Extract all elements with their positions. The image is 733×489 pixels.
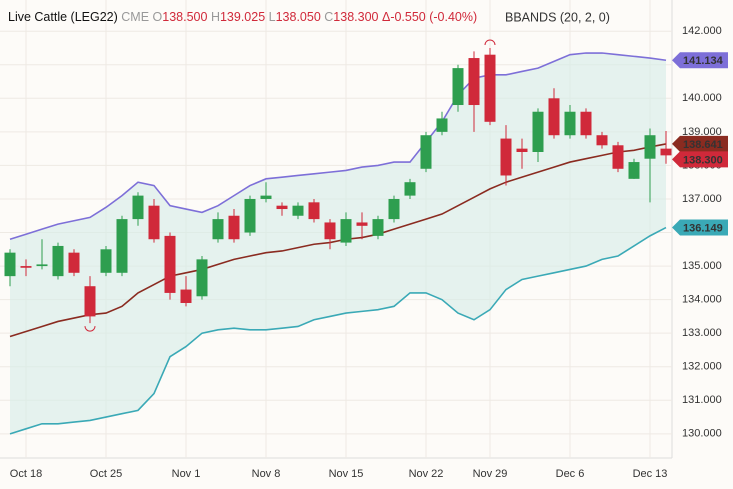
candle-body xyxy=(324,222,336,240)
y-tick-label: 134.000 xyxy=(682,294,722,306)
y-tick-label: 142.000 xyxy=(682,25,722,37)
candle-body xyxy=(436,118,448,132)
close-label: C xyxy=(324,10,333,24)
high-marker xyxy=(484,39,496,46)
candle-body xyxy=(196,259,208,297)
symbol: Live Cattle (LEG22) xyxy=(8,10,118,24)
low-marker xyxy=(84,326,96,332)
candle-body xyxy=(164,235,176,293)
y-tick-label: 135.000 xyxy=(682,260,722,272)
candle-body xyxy=(404,182,416,196)
candle-body xyxy=(68,252,80,273)
price-tag-label: 138.300 xyxy=(683,154,723,166)
candle-body xyxy=(612,145,624,169)
candle-body xyxy=(148,205,160,240)
plot xyxy=(4,39,672,435)
price-tag xyxy=(672,135,728,152)
candle-body xyxy=(372,219,384,236)
exchange: CME xyxy=(121,10,149,24)
candle-body xyxy=(100,249,112,273)
price-tag-label: 138.641 xyxy=(683,139,723,151)
change: Δ-0.550 (-0.40%) xyxy=(382,10,477,24)
candle-body xyxy=(4,252,16,277)
candle-body xyxy=(340,219,352,243)
x-tick-label: Oct 18 xyxy=(10,468,42,480)
price-tag xyxy=(672,219,728,236)
band-line xyxy=(9,143,667,338)
band-line xyxy=(9,52,667,240)
price-tag xyxy=(672,52,728,69)
candle-body xyxy=(308,202,320,220)
candle-body xyxy=(388,198,400,220)
indicator-label: BBANDS (20, 2, 0) xyxy=(505,10,610,24)
x-tick-label: Oct 25 xyxy=(90,468,122,480)
candle-body xyxy=(36,264,48,267)
band-line xyxy=(9,226,667,435)
candle-body xyxy=(564,111,576,136)
candle-body xyxy=(644,135,656,159)
candle-body xyxy=(500,138,512,176)
price-tag-label: 136.149 xyxy=(683,222,723,234)
candle-body xyxy=(84,286,96,317)
y-tick-label: 137.000 xyxy=(682,193,722,205)
candle-body xyxy=(628,162,640,179)
candle-body xyxy=(468,58,480,106)
price-tag-label: 141.134 xyxy=(683,55,724,67)
candle-body xyxy=(532,111,544,152)
candle-body xyxy=(132,195,144,220)
candle-body xyxy=(548,98,560,136)
candle-body xyxy=(596,135,608,146)
x-tick-label: Nov 8 xyxy=(252,468,281,480)
candle-body xyxy=(276,205,288,210)
high-label: H xyxy=(211,10,220,24)
x-tick-label: Nov 29 xyxy=(473,468,508,480)
candle-body xyxy=(484,54,496,122)
candle-body xyxy=(260,195,272,199)
x-tick-label: Nov 1 xyxy=(172,468,201,480)
candle-body xyxy=(116,219,128,273)
x-tick-label: Nov 22 xyxy=(409,468,444,480)
candle-body xyxy=(420,135,432,169)
candle-body xyxy=(52,245,64,277)
candle-body xyxy=(212,219,224,240)
candle-body xyxy=(580,111,592,136)
y-tick-label: 139.000 xyxy=(682,126,722,138)
candle-body xyxy=(452,68,464,106)
y-tick-label: 133.000 xyxy=(682,327,722,339)
close-value: 138.300 xyxy=(333,10,378,24)
candle-body xyxy=(516,148,528,152)
y-tick-label: 130.000 xyxy=(682,428,722,440)
high-value: 139.025 xyxy=(220,10,265,24)
price-tag xyxy=(672,151,728,168)
chart-header: Live Cattle (LEG22) CME O138.500 H139.02… xyxy=(8,10,477,24)
candle-body xyxy=(356,222,368,226)
candle-body xyxy=(292,205,304,216)
x-tick-label: Nov 15 xyxy=(329,468,364,480)
candle-body xyxy=(180,289,192,303)
x-tick-label: Dec 13 xyxy=(633,468,668,480)
open-label: O xyxy=(153,10,163,24)
x-tick-label: Dec 6 xyxy=(556,468,585,480)
candle-body xyxy=(660,148,672,156)
low-label: L xyxy=(269,10,276,24)
low-value: 138.050 xyxy=(276,10,321,24)
y-tick-label: 140.000 xyxy=(682,92,722,104)
candle-body xyxy=(228,215,240,240)
candle-body xyxy=(20,266,32,268)
y-tick-label: 132.000 xyxy=(682,361,722,373)
y-tick-label: 131.000 xyxy=(682,394,722,406)
candle-body xyxy=(244,198,256,233)
open-value: 138.500 xyxy=(162,10,207,24)
